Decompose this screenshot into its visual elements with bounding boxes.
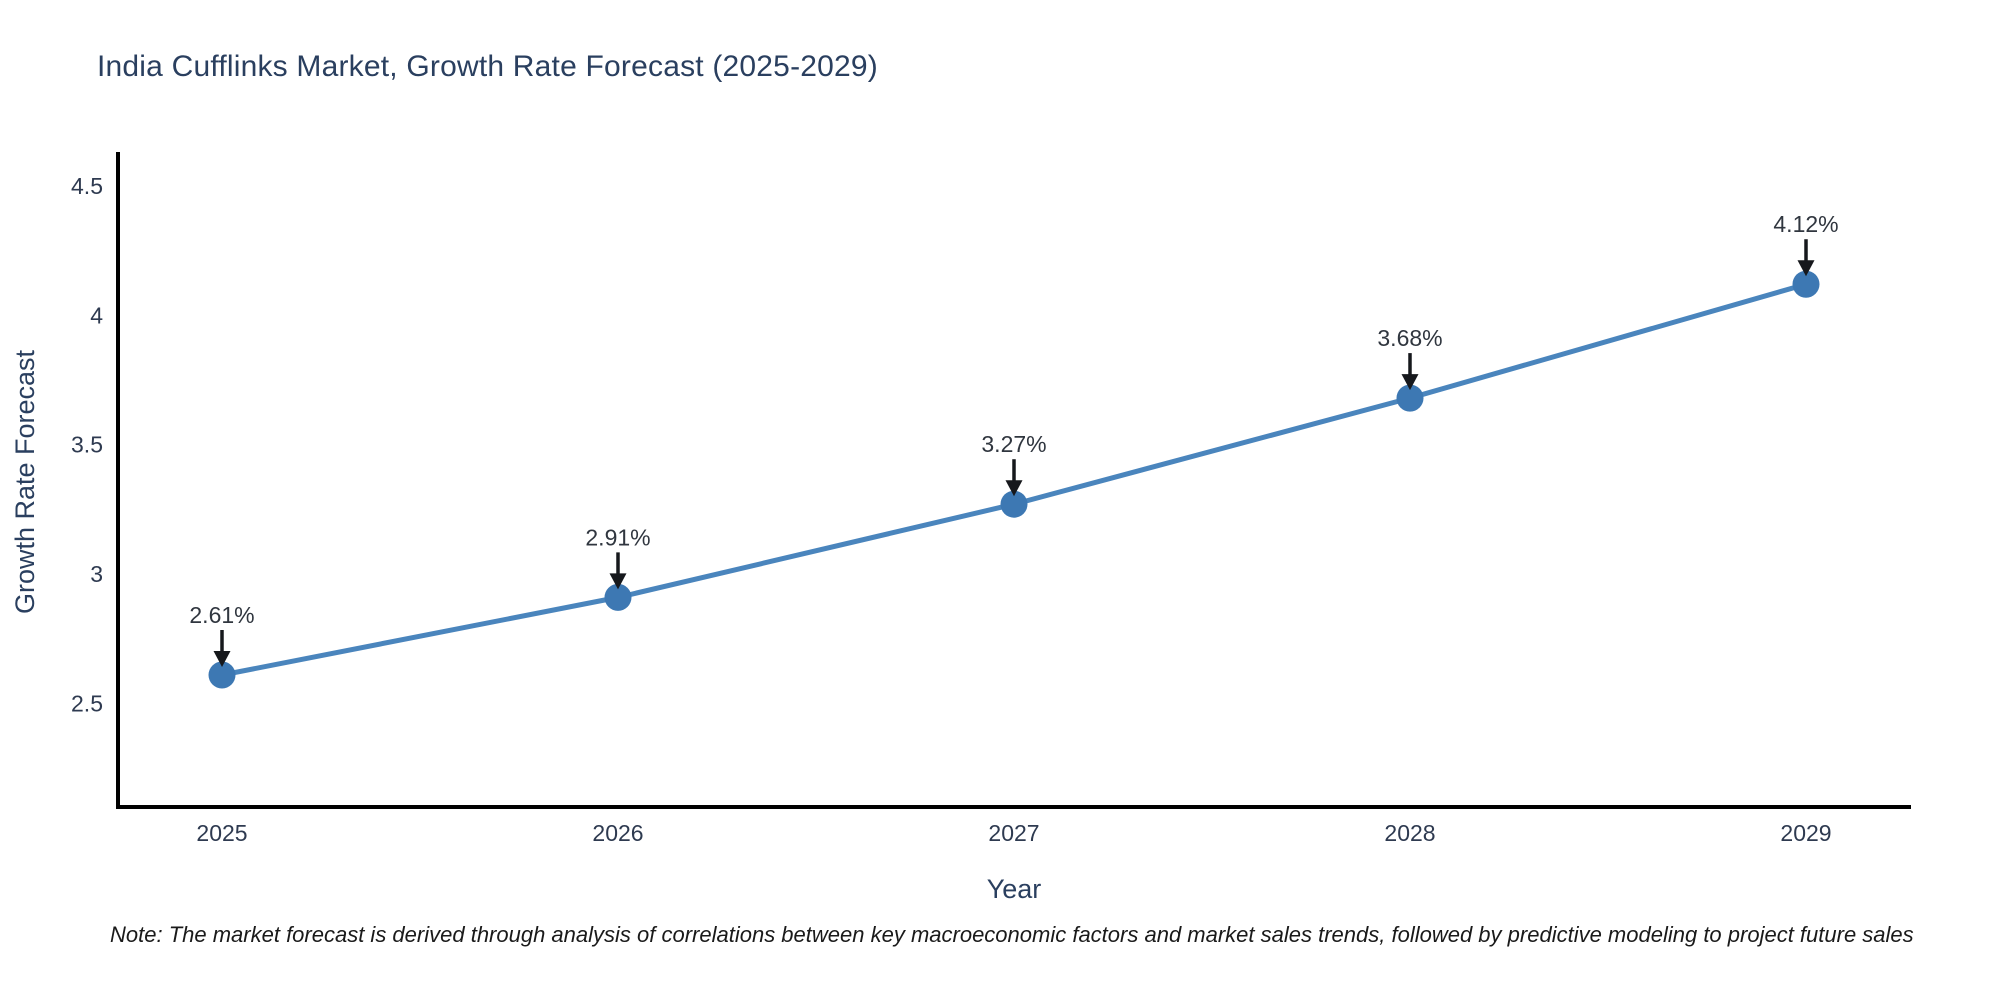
annotation-arrow-head [609,573,627,590]
point-value-label: 3.27% [981,431,1046,457]
data-point [1000,490,1028,518]
annotation-arrow-head [213,651,231,668]
forecast-series [208,270,1820,689]
x-tick-label: 2025 [196,820,247,846]
x-axis-title: Year [987,874,1042,904]
x-tick-label: 2028 [1384,820,1435,846]
annotation-arrow-head [1797,260,1815,277]
x-tick-labels: 2025 2026 2027 2028 2029 [196,820,1831,846]
y-tick-label: 4.5 [71,173,103,199]
point-value-label: 2.61% [189,602,254,628]
chart-title: India Cufflinks Market, Growth Rate Fore… [97,50,878,83]
annotation-arrow-head [1005,480,1023,497]
point-annotations: 2.61% 2.91% 3.27% 3.68% 4.12% [189,211,1839,668]
footnote: Note: The market forecast is derived thr… [110,922,1914,947]
y-tick-label: 2.5 [71,690,103,716]
point-value-label: 3.68% [1377,325,1442,351]
data-point [208,661,236,689]
y-tick-label: 4 [90,302,103,328]
annotation-arrow-head [1401,374,1419,391]
y-tick-label: 3.5 [71,432,103,458]
x-tick-label: 2026 [592,820,643,846]
x-tick-label: 2027 [988,820,1039,846]
x-tick-label: 2029 [1780,820,1831,846]
y-tick-label: 3 [90,561,103,587]
data-point [1396,384,1424,412]
data-point [1792,270,1820,298]
point-value-label: 2.91% [585,524,650,550]
y-tick-labels: 2.5 3 3.5 4 4.5 [71,173,103,717]
data-point [604,583,632,611]
point-value-label: 4.12% [1773,211,1838,237]
y-axis-title: Growth Rate Forecast [10,349,40,614]
